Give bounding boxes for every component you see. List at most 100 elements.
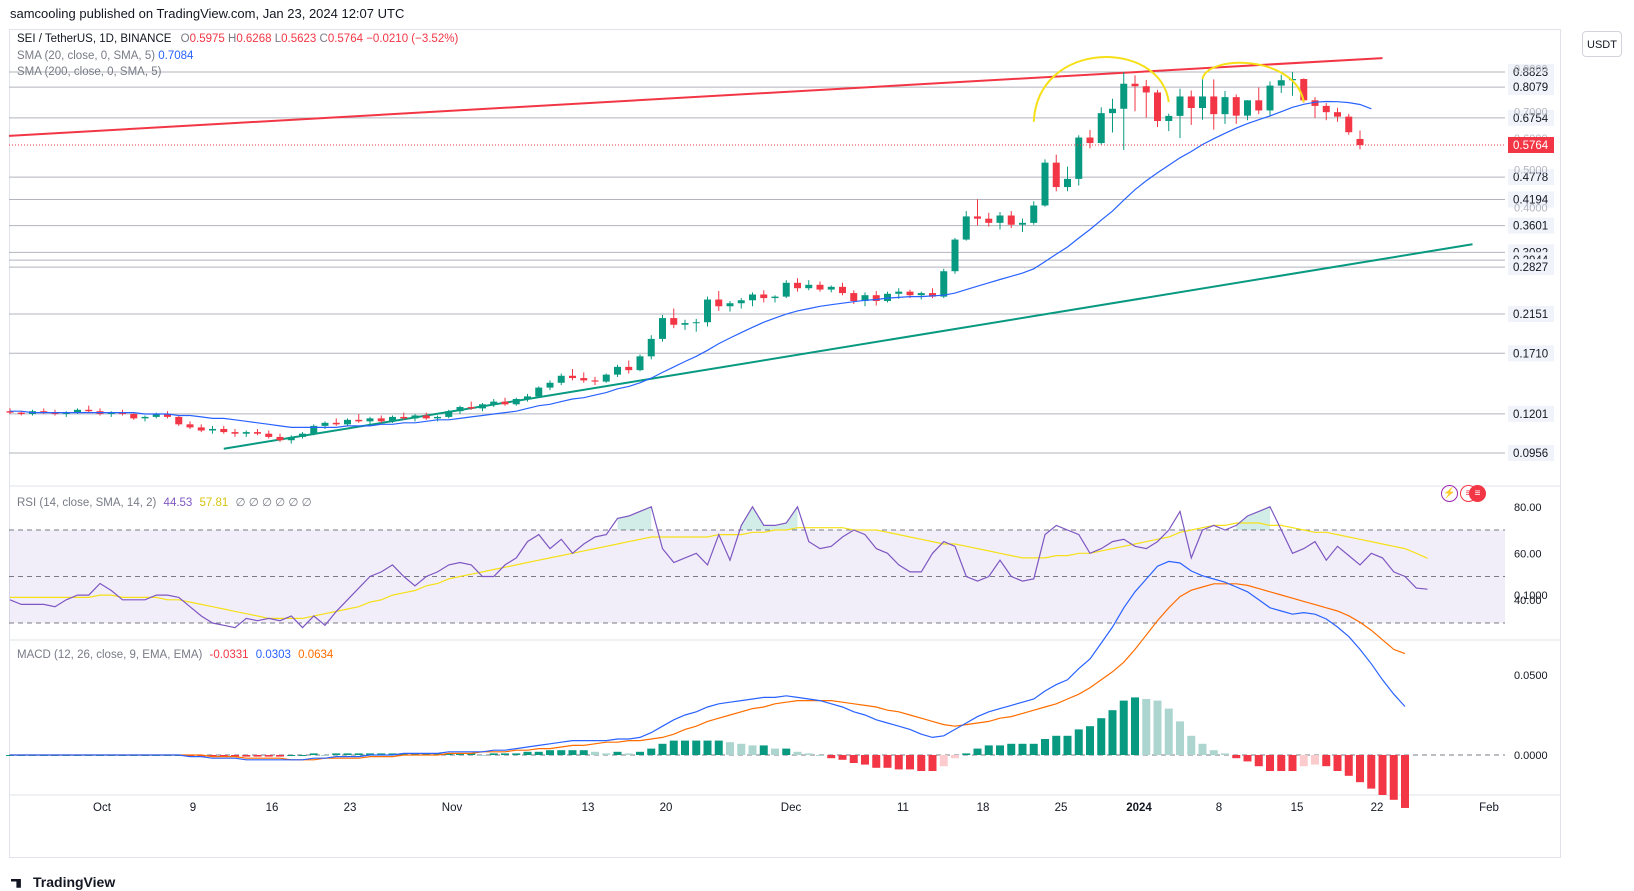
candle[interactable] — [782, 282, 790, 297]
candle[interactable] — [1334, 112, 1341, 117]
candle[interactable] — [681, 323, 689, 325]
candle[interactable] — [659, 318, 666, 339]
candle[interactable] — [861, 295, 869, 302]
candle[interactable] — [872, 295, 880, 302]
candle[interactable] — [996, 215, 1004, 223]
macd-histogram-bar[interactable] — [1063, 735, 1072, 755]
rsi-label[interactable]: RSI (14, close, SMA, 14, 2) — [17, 497, 157, 509]
lightning-icon[interactable]: ⚡ — [1441, 485, 1458, 503]
candle[interactable] — [1097, 113, 1105, 144]
macd-histogram-bar[interactable] — [1108, 710, 1117, 755]
sma20-line[interactable] — [10, 100, 1372, 428]
macd-histogram-bar[interactable] — [1378, 755, 1387, 795]
candle[interactable] — [1086, 137, 1094, 144]
macd-histogram-bar[interactable] — [1029, 743, 1038, 755]
candle[interactable] — [602, 374, 610, 382]
macd-histogram-bar[interactable] — [928, 755, 937, 771]
macd-histogram-bar[interactable] — [917, 755, 926, 771]
candle[interactable] — [850, 293, 858, 302]
candle[interactable] — [186, 424, 194, 428]
candle[interactable] — [805, 284, 813, 289]
candle[interactable] — [355, 419, 363, 422]
macd-histogram-bar[interactable] — [1367, 755, 1376, 789]
macd-histogram-bar[interactable] — [1153, 700, 1162, 755]
macd-histogram-bar[interactable] — [309, 753, 318, 755]
macd-histogram-bar[interactable] — [219, 755, 228, 757]
candle[interactable] — [1244, 100, 1251, 116]
macd-histogram-bar[interactable] — [388, 753, 397, 755]
candle[interactable] — [1322, 105, 1330, 113]
candle[interactable] — [1007, 215, 1015, 225]
macd-histogram-bar[interactable] — [557, 750, 566, 755]
candle[interactable] — [737, 300, 745, 304]
candle[interactable] — [1255, 100, 1263, 111]
macd-histogram-bar[interactable] — [591, 751, 599, 755]
macd-histogram-bar[interactable] — [501, 753, 509, 755]
symbol-label[interactable]: SEI / TetherUS, 1D, BINANCE — [17, 33, 172, 45]
macd-histogram-bar[interactable] — [861, 755, 869, 765]
candle[interactable] — [1052, 162, 1060, 188]
candle[interactable] — [1142, 86, 1150, 93]
macd-histogram-bar[interactable] — [703, 740, 712, 755]
candle[interactable] — [1232, 97, 1240, 116]
macd-histogram-bar[interactable] — [377, 753, 386, 755]
macd-histogram-bar[interactable] — [1243, 755, 1252, 762]
candle[interactable] — [74, 409, 81, 413]
macd-histogram-bar[interactable] — [1041, 739, 1049, 755]
macd-histogram-bar[interactable] — [838, 755, 847, 760]
macd-histogram-bar[interactable] — [1164, 708, 1173, 755]
candle[interactable] — [839, 286, 846, 294]
candle[interactable] — [535, 387, 543, 397]
candle[interactable] — [1041, 162, 1049, 206]
candle[interactable] — [287, 436, 295, 441]
macd-histogram-bar[interactable] — [242, 755, 251, 757]
candle[interactable] — [1266, 85, 1274, 111]
candle[interactable] — [344, 419, 351, 425]
candle[interactable] — [220, 428, 228, 433]
macd-histogram-bar[interactable] — [804, 753, 813, 755]
macd-histogram-bar[interactable] — [613, 751, 622, 755]
candle[interactable] — [40, 411, 48, 413]
candle[interactable] — [310, 425, 318, 434]
candle[interactable] — [175, 416, 183, 425]
candle[interactable] — [647, 338, 655, 357]
macd-histogram-bar[interactable] — [894, 755, 903, 770]
candle[interactable] — [580, 378, 588, 381]
macd-histogram-bar[interactable] — [1344, 755, 1353, 776]
candle[interactable] — [422, 415, 430, 419]
macd-histogram-bar[interactable] — [422, 753, 431, 755]
candle[interactable] — [501, 401, 509, 405]
candle[interactable] — [794, 282, 801, 289]
macd-histogram-bar[interactable] — [602, 753, 611, 755]
macd-histogram-bar[interactable] — [669, 740, 678, 755]
macd-histogram-bar[interactable] — [1074, 729, 1083, 755]
candle[interactable] — [692, 322, 700, 324]
macd-histogram-bar[interactable] — [939, 755, 948, 767]
macd-histogram-bar[interactable] — [714, 740, 723, 755]
candle[interactable] — [479, 404, 486, 409]
candle[interactable] — [85, 409, 93, 412]
candle[interactable] — [962, 216, 970, 240]
macd-histogram-bar[interactable] — [343, 753, 352, 755]
macd-histogram-bar[interactable] — [444, 753, 453, 755]
macd-histogram-bar[interactable] — [984, 745, 993, 755]
macd-histogram-bar[interactable] — [1187, 735, 1196, 755]
macd-histogram-bar[interactable] — [1018, 743, 1027, 755]
candle[interactable] — [591, 380, 599, 382]
macd-histogram-bar[interactable] — [1311, 755, 1319, 765]
candle[interactable] — [119, 412, 126, 415]
macd-histogram-bar[interactable] — [1232, 755, 1241, 759]
macd-histogram-bar[interactable] — [298, 755, 307, 756]
macd-histogram-bar[interactable] — [264, 755, 273, 757]
macd-histogram-bar[interactable] — [1142, 699, 1151, 755]
macd-histogram-bar[interactable] — [478, 755, 487, 756]
macd-histogram-bar[interactable] — [354, 753, 363, 755]
candle[interactable] — [276, 436, 284, 441]
candle[interactable] — [231, 432, 239, 434]
candle[interactable] — [940, 271, 948, 297]
pattern-arc[interactable] — [1032, 56, 1170, 122]
candle[interactable] — [985, 218, 993, 223]
macd-histogram-bar[interactable] — [568, 750, 577, 755]
support-trendline[interactable] — [223, 243, 1473, 450]
